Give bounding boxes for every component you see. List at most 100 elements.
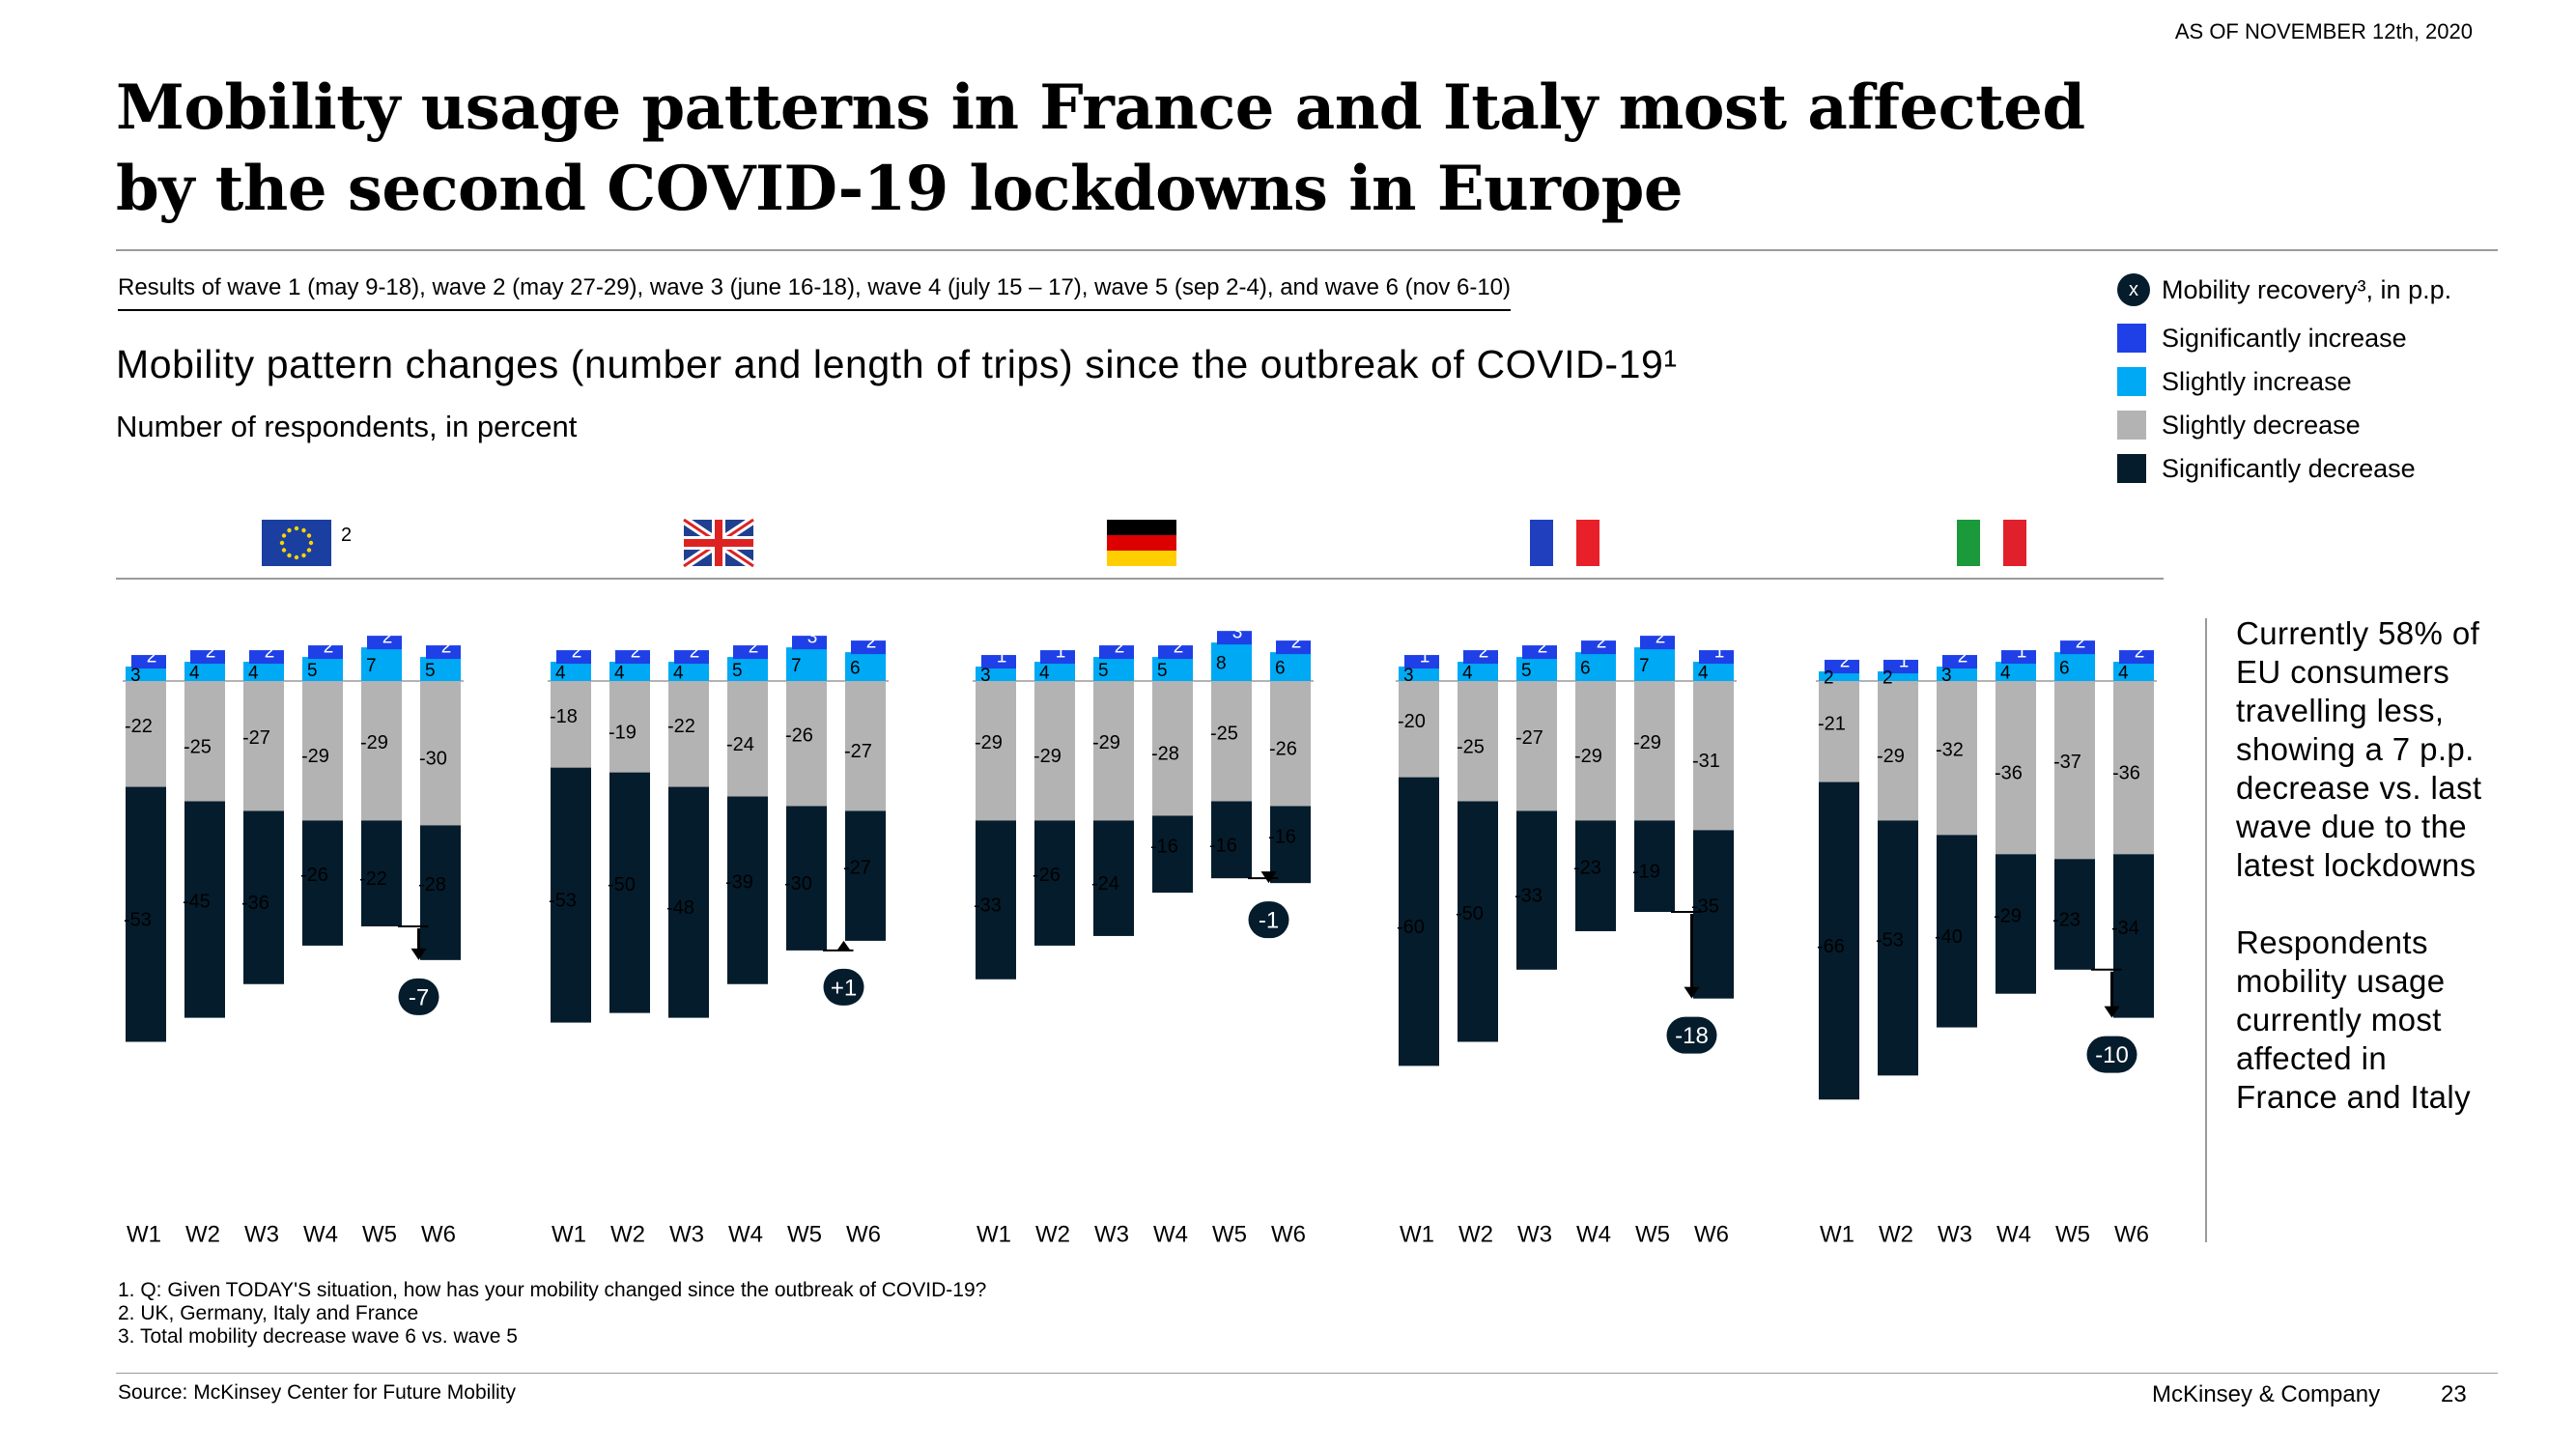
- label-significantly-decrease: -16: [1209, 835, 1237, 856]
- bar-slightly-decrease: [1034, 681, 1075, 821]
- bar-slightly-decrease: [845, 681, 886, 811]
- bar-slightly-increase: [2054, 652, 2095, 681]
- label-significantly-decrease: -33: [1514, 886, 1543, 907]
- bar-slightly-decrease: [126, 681, 166, 787]
- bar-slightly-increase: [1693, 662, 1734, 681]
- italy-flag-stripe: [1980, 520, 2003, 566]
- bar-slightly-decrease: [1937, 681, 1977, 836]
- label-slightly-decrease: -21: [1818, 713, 1846, 734]
- bar-slightly-decrease: [609, 681, 650, 773]
- x-tick-label: W5: [362, 1222, 397, 1248]
- as-of-date: AS OF NOVEMBER 12th, 2020: [1932, 19, 2473, 44]
- label-significantly-decrease: -40: [1935, 926, 1963, 948]
- x-tick-label: W4: [1576, 1222, 1611, 1248]
- bar-significantly-decrease: [609, 772, 650, 1013]
- label-slightly-decrease: -29: [1092, 732, 1120, 753]
- bar-slightly-decrease: [420, 681, 461, 826]
- source-divider: [116, 1373, 2498, 1374]
- x-tick-label: W3: [1938, 1222, 1972, 1248]
- eu-flag-star: [308, 540, 314, 546]
- bar-slightly-decrease: [1575, 681, 1616, 821]
- label-significantly-increase: 2: [441, 638, 452, 658]
- label-slightly-increase: 6: [1275, 659, 1286, 679]
- legend-item-significantly-decrease: Significantly decrease: [2117, 453, 2416, 484]
- label-significantly-increase: 2: [749, 638, 759, 658]
- label-significantly-increase: 2: [690, 642, 700, 663]
- legend-recovery-label: Mobility recovery³, in p.p.: [2162, 274, 2452, 304]
- label-significantly-increase: 2: [866, 633, 877, 653]
- label-significantly-increase: 2: [2135, 642, 2145, 663]
- label-significantly-increase: 1: [1056, 642, 1066, 663]
- label-slightly-decrease: -29: [975, 732, 1003, 753]
- eu-flag-star: [287, 553, 292, 558]
- label-slightly-decrease: -37: [2053, 752, 2081, 773]
- bar-significantly-decrease: [1634, 820, 1675, 913]
- recovery-arrowhead: [1260, 871, 1277, 884]
- footnote-3: 3. Total mobility decrease wave 6 vs. wa…: [118, 1325, 518, 1348]
- x-tick-label: W2: [1458, 1222, 1493, 1248]
- x-tick-label: W4: [303, 1222, 338, 1248]
- x-tick-label: W5: [1635, 1222, 1670, 1248]
- bar-slightly-increase: [361, 647, 402, 681]
- bar-slightly-decrease: [2054, 681, 2095, 860]
- side-divider: [2205, 618, 2207, 1242]
- bar-significantly-decrease: [1693, 830, 1734, 999]
- legend-item-slightly-increase: Slightly increase: [2117, 366, 2352, 397]
- bar-significantly-increase: [190, 650, 225, 665]
- x-tick-label: W3: [244, 1222, 279, 1248]
- recovery-badge: [1666, 1016, 1717, 1054]
- eu-flag-star: [287, 527, 292, 533]
- bar-slightly-increase: [1575, 652, 1616, 681]
- recovery-value: -18: [1675, 1023, 1709, 1049]
- label-slightly-decrease: -30: [419, 749, 447, 770]
- x-tick-label: W2: [1879, 1222, 1913, 1248]
- label-slightly-decrease: -36: [1995, 763, 2023, 784]
- label-slightly-decrease: -24: [726, 734, 754, 755]
- legend-swatch-significantly-increase: [2117, 324, 2146, 353]
- side-note-paragraph-1: Currently 58% of EU consumers travelling…: [2236, 615, 2482, 883]
- x-tick-label: W6: [1271, 1222, 1306, 1248]
- label-slightly-increase: 3: [1941, 666, 1952, 686]
- bar-significantly-decrease: [1093, 820, 1134, 936]
- label-significantly-increase: 2: [1958, 647, 1968, 668]
- as-of-text: AS OF NOVEMBER 12th, 2020: [2174, 19, 2473, 43]
- title-line-2: by the second COVID-19 lockdowns in Euro…: [116, 153, 1684, 225]
- label-slightly-increase: 4: [614, 664, 625, 684]
- label-slightly-increase: 3: [980, 666, 991, 686]
- label-slightly-increase: 5: [1098, 661, 1109, 681]
- bar-significantly-increase: [1825, 660, 1859, 674]
- x-tick-label: W2: [185, 1222, 220, 1248]
- recovery-badge: [1248, 901, 1289, 939]
- flag-footnote: 2: [341, 525, 352, 546]
- label-significantly-increase: 1: [997, 647, 1007, 668]
- bar-slightly-increase: [1458, 662, 1498, 681]
- label-slightly-increase: 4: [2000, 664, 2011, 684]
- legend-item-significantly-increase: Significantly increase: [2117, 323, 2407, 354]
- label-significantly-decrease: -50: [608, 874, 636, 895]
- label-slightly-decrease: -29: [360, 732, 388, 753]
- bar-significantly-increase: [2060, 640, 2095, 655]
- bar-slightly-decrease: [1634, 681, 1675, 821]
- label-significantly-increase: 2: [1597, 633, 1607, 653]
- x-tick-label: W2: [1035, 1222, 1070, 1248]
- bar-significantly-increase: [249, 650, 284, 665]
- bar-significantly-decrease: [243, 810, 284, 984]
- bar-significantly-increase: [1404, 655, 1439, 669]
- x-tick-label: W5: [787, 1222, 822, 1248]
- bar-significantly-decrease: [786, 806, 827, 951]
- label-significantly-decrease: -19: [1632, 862, 1660, 883]
- france-flag-stripe: [1530, 520, 1553, 566]
- label-significantly-decrease: -24: [1091, 873, 1119, 895]
- label-slightly-decrease: -22: [125, 716, 153, 737]
- x-tick-label: W4: [1996, 1222, 2031, 1248]
- label-significantly-decrease: -36: [241, 893, 269, 914]
- bar-significantly-increase: [1522, 645, 1557, 660]
- legend-item-slightly-decrease: Slightly decrease: [2117, 410, 2361, 440]
- bar-slightly-increase: [1399, 667, 1439, 681]
- brand-name: McKinsey & Company: [2152, 1381, 2381, 1407]
- bar-significantly-decrease: [1878, 820, 1918, 1076]
- recovery-value: +1: [831, 975, 857, 1001]
- legend-label: Significantly decrease: [2162, 453, 2416, 483]
- label-slightly-increase: 7: [791, 656, 802, 676]
- footnote-1: 1. Q: Given TODAY'S situation, how has y…: [118, 1279, 987, 1301]
